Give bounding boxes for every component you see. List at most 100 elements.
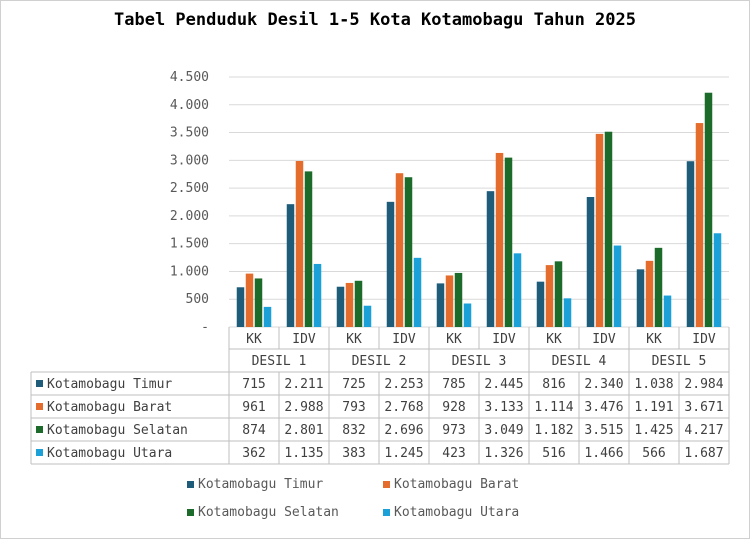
legend-label: Kotamobagu Utara: [394, 505, 520, 520]
legend-item: Kotamobagu Utara: [383, 505, 519, 520]
bar: [286, 204, 295, 327]
row-series-label: Kotamobagu Selatan: [47, 423, 188, 438]
row-legend-key: [36, 449, 43, 456]
data-label: 1.466: [584, 446, 623, 461]
x-tick-label: IDV: [492, 332, 516, 347]
bar: [595, 133, 604, 327]
bar: [554, 261, 563, 327]
chart-title: Tabel Penduduk Desil 1-5 Kota Kotamobagu…: [114, 10, 636, 30]
y-tick-label: 1.500: [170, 237, 209, 252]
bar: [336, 286, 345, 327]
data-label: 961: [242, 400, 265, 415]
x-tick-label: IDV: [592, 332, 616, 347]
y-tick-label: 4.000: [170, 98, 209, 113]
group-label: DESIL 2: [352, 354, 407, 369]
bar: [495, 152, 504, 327]
data-label: 1.425: [634, 423, 673, 438]
legend-item: Kotamobagu Barat: [383, 477, 519, 492]
data-label: 793: [342, 400, 365, 415]
data-label: 3.476: [584, 400, 623, 415]
x-tick-label: KK: [346, 332, 362, 347]
bar: [354, 280, 363, 327]
bar: [486, 191, 495, 327]
bar: [413, 257, 422, 327]
data-label: 3.049: [484, 423, 523, 438]
row-series-label: Kotamobagu Barat: [47, 400, 172, 415]
data-label: 1.687: [684, 446, 723, 461]
y-tick-label: 2.500: [170, 181, 209, 196]
y-tick-label: 3.000: [170, 153, 209, 168]
data-label: 1.182: [534, 423, 573, 438]
data-label: 928: [442, 400, 465, 415]
data-label: 1.245: [384, 446, 423, 461]
bar: [586, 197, 595, 327]
group-label: DESIL 4: [552, 354, 607, 369]
legend-item: Kotamobagu Timur: [187, 477, 323, 492]
bar: [604, 131, 613, 327]
legend-swatch: [187, 481, 194, 488]
legend-item: Kotamobagu Selatan: [187, 505, 339, 520]
data-label: 2.253: [384, 377, 423, 392]
data-label: 2.768: [384, 400, 423, 415]
bar: [263, 306, 272, 327]
group-label: DESIL 5: [652, 354, 707, 369]
bar: [313, 263, 322, 327]
y-tick-label: 3.500: [170, 126, 209, 141]
bar: [463, 303, 472, 327]
data-label: 1.114: [534, 400, 573, 415]
bar: [663, 295, 672, 327]
data-label: 2.445: [484, 377, 523, 392]
legend-label: Kotamobagu Selatan: [198, 505, 339, 520]
legend-label: Kotamobagu Timur: [198, 477, 324, 492]
group-label: DESIL 3: [452, 354, 507, 369]
data-label: 3.515: [584, 423, 623, 438]
data-label: 1.326: [484, 446, 523, 461]
bar: [636, 269, 645, 327]
data-label: 874: [242, 423, 266, 438]
bar: [445, 275, 454, 327]
data-label: 566: [642, 446, 665, 461]
y-tick-label: 500: [186, 292, 209, 307]
group-label: DESIL 1: [252, 354, 307, 369]
bar: [363, 305, 372, 327]
bar: [704, 92, 713, 327]
data-label: 1.135: [284, 446, 323, 461]
legend-label: Kotamobagu Barat: [394, 477, 520, 492]
x-tick-label: IDV: [392, 332, 416, 347]
bar: [454, 272, 463, 327]
row-legend-key: [36, 403, 43, 410]
data-label: 2.211: [284, 377, 323, 392]
data-label: 362: [242, 446, 265, 461]
row-legend-key: [36, 426, 43, 433]
data-label: 516: [542, 446, 565, 461]
data-label: 832: [342, 423, 365, 438]
bar: [695, 123, 704, 327]
bar: [713, 233, 722, 327]
bar: [613, 245, 622, 327]
bar: [404, 177, 413, 327]
legend-swatch: [383, 481, 390, 488]
row-series-label: Kotamobagu Timur: [47, 377, 172, 392]
data-label: 725: [342, 377, 365, 392]
bar: [254, 278, 263, 327]
bar: [295, 161, 304, 327]
data-label: 423: [442, 446, 465, 461]
bar: [513, 253, 522, 327]
data-label: 1.191: [634, 400, 673, 415]
data-label: 2.984: [684, 377, 723, 392]
data-label: 3.133: [484, 400, 523, 415]
bar: [545, 265, 554, 327]
bar: [504, 157, 513, 327]
bar: [536, 281, 545, 327]
x-tick-label: KK: [446, 332, 462, 347]
data-label: 2.696: [384, 423, 423, 438]
row-legend-key: [36, 380, 43, 387]
bar: [386, 201, 395, 327]
x-tick-label: KK: [246, 332, 262, 347]
bar: [304, 171, 313, 327]
data-label: 715: [242, 377, 265, 392]
data-label: 2.340: [584, 377, 623, 392]
bar: [645, 260, 654, 327]
